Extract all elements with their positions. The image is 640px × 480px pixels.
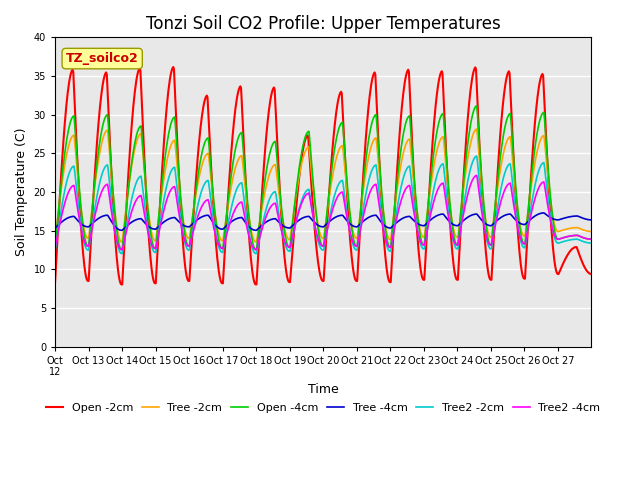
Text: TZ_soilco2: TZ_soilco2 [66, 52, 139, 65]
Tree -4cm [240, 217, 248, 223]
Tree -2cm [214, 225, 221, 230]
Tree -4cm [118, 228, 125, 233]
Tree -2cm [118, 239, 125, 245]
Line: Tree -2cm: Tree -2cm [55, 129, 591, 242]
Open -2cm [170, 64, 177, 70]
X-axis label: Time: Time [308, 383, 339, 396]
Tree -2cm [409, 172, 417, 178]
Open -2cm [380, 234, 388, 240]
Tree2 -2cm [51, 248, 59, 254]
Tree -4cm [114, 226, 122, 232]
Tree -2cm [51, 237, 59, 242]
Open -4cm [240, 155, 248, 161]
Open -2cm [51, 279, 59, 285]
Tree -2cm [379, 206, 387, 212]
Tree2 -4cm [118, 247, 125, 252]
Tree2 -4cm [51, 244, 59, 250]
Line: Open -2cm: Open -2cm [55, 67, 591, 285]
Open -2cm [588, 271, 595, 277]
Tree2 -2cm [473, 153, 481, 159]
Open -4cm [260, 182, 268, 188]
Open -4cm [51, 244, 59, 250]
Tree -4cm [588, 217, 595, 223]
Tree -4cm [51, 225, 59, 231]
Tree -4cm [409, 217, 417, 223]
Tree -4cm [260, 220, 268, 226]
Tree2 -2cm [214, 239, 221, 244]
Line: Tree2 -4cm: Tree2 -4cm [55, 175, 591, 250]
Open -2cm [261, 150, 269, 156]
Tree2 -2cm [118, 251, 125, 256]
Tree2 -2cm [379, 222, 387, 228]
Tree2 -4cm [588, 236, 595, 242]
Legend: Open -2cm, Tree -2cm, Open -4cm, Tree -4cm, Tree2 -2cm, Tree2 -4cm: Open -2cm, Tree -2cm, Open -4cm, Tree -4… [42, 399, 605, 418]
Tree -2cm [588, 228, 595, 234]
Tree -4cm [540, 210, 548, 216]
Tree -4cm [214, 224, 221, 230]
Tree2 -4cm [473, 172, 481, 178]
Open -2cm [214, 262, 222, 268]
Tree2 -2cm [240, 195, 248, 201]
Open -2cm [118, 282, 125, 288]
Open -4cm [114, 236, 122, 242]
Line: Tree -4cm: Tree -4cm [55, 213, 591, 230]
Tree2 -4cm [409, 204, 417, 210]
Open -4cm [214, 229, 221, 235]
Open -4cm [588, 236, 595, 242]
Tree2 -4cm [240, 209, 248, 215]
Tree -2cm [473, 126, 481, 132]
Title: Tonzi Soil CO2 Profile: Upper Temperatures: Tonzi Soil CO2 Profile: Upper Temperatur… [146, 15, 500, 33]
Tree2 -4cm [260, 219, 268, 225]
Tree2 -2cm [114, 244, 122, 250]
Tree2 -4cm [214, 238, 221, 244]
Open -2cm [241, 157, 248, 163]
Open -4cm [409, 160, 417, 166]
Open -4cm [473, 103, 481, 108]
Open -4cm [118, 247, 125, 252]
Y-axis label: Soil Temperature (C): Soil Temperature (C) [15, 128, 28, 256]
Tree2 -2cm [409, 194, 417, 200]
Tree2 -2cm [588, 240, 595, 246]
Tree -2cm [240, 171, 248, 177]
Tree -2cm [260, 193, 268, 199]
Open -2cm [114, 267, 122, 273]
Tree -4cm [379, 221, 387, 227]
Tree2 -4cm [114, 241, 122, 247]
Tree2 -2cm [260, 214, 268, 220]
Line: Open -4cm: Open -4cm [55, 106, 591, 250]
Line: Tree2 -2cm: Tree2 -2cm [55, 156, 591, 253]
Open -4cm [379, 204, 387, 210]
Open -2cm [410, 173, 418, 179]
Tree -2cm [114, 230, 122, 236]
Tree2 -4cm [379, 226, 387, 231]
